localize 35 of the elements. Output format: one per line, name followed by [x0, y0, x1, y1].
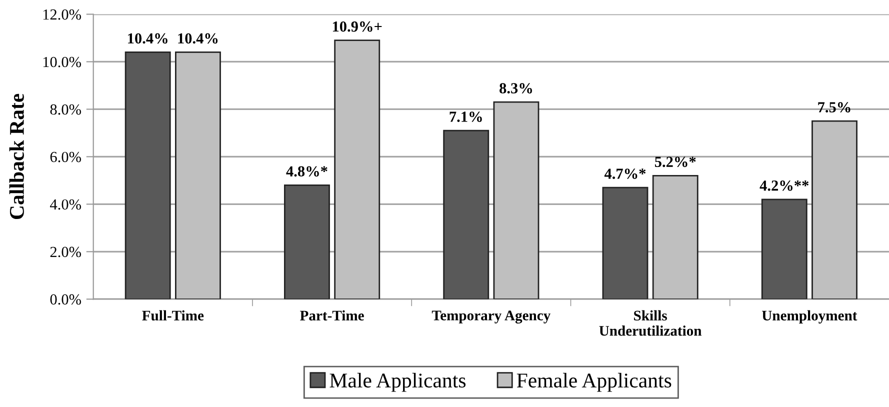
y-tick-label: 4.0%	[50, 199, 82, 210]
bar	[334, 40, 380, 300]
data-label: 8.3%	[500, 83, 532, 94]
bar	[284, 184, 330, 300]
y-tick-label: 8.0%	[50, 104, 82, 115]
bar	[124, 52, 171, 300]
data-label: 10.9%+	[332, 21, 382, 32]
bar	[493, 101, 540, 300]
data-label: 4.7%*	[604, 168, 646, 179]
legend-label: Male Applicants	[330, 372, 466, 392]
y-tick-label: 6.0%	[50, 152, 82, 162]
legend-label: Female Applicants	[516, 372, 672, 392]
x-tick-label: Skills Underutilization	[599, 310, 702, 336]
data-label: 7.1%	[450, 112, 482, 122]
data-label: 7.5%	[818, 102, 850, 112]
y-tick-label: 12.0%	[43, 9, 82, 20]
y-axis-title: Callback Rate	[9, 94, 24, 220]
data-label: 10.4%	[178, 33, 218, 44]
data-label: 4.8%*	[286, 166, 328, 177]
data-label: 10.4%	[128, 33, 168, 44]
x-tick-label: Full-Time	[142, 310, 204, 321]
bar	[812, 120, 858, 300]
data-label: 5.2%*	[654, 156, 696, 168]
data-label: 4.2%**	[760, 180, 809, 191]
y-tick-label: 0.0%	[50, 294, 82, 305]
x-tick-label: Unemployment	[762, 310, 858, 324]
bar	[761, 198, 808, 300]
bar	[652, 174, 698, 300]
bar	[175, 52, 221, 300]
bar	[602, 186, 648, 300]
y-tick-label: 2.0%	[50, 246, 82, 258]
x-tick-label: Part-Time	[300, 310, 364, 321]
x-tick-label: Temporary Agency	[432, 310, 551, 324]
bar	[443, 130, 490, 300]
y-tick-label: 10.0%	[43, 56, 82, 68]
